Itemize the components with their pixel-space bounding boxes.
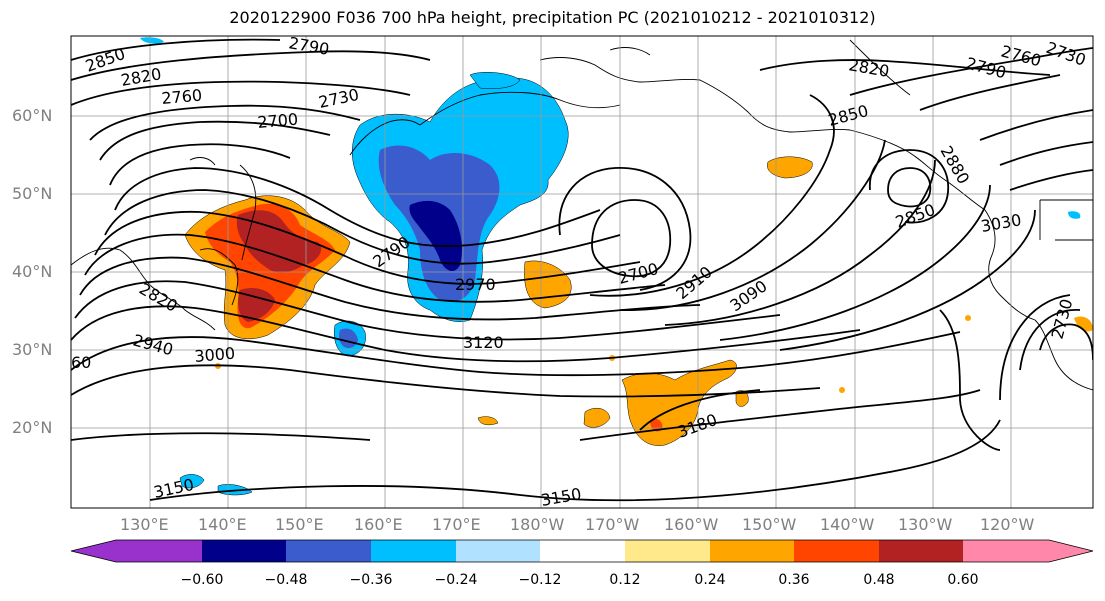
contour-labels: 2850 2820 2790 2760 2730 2700 2790 2970 … xyxy=(71,33,1088,510)
lat-label-50: 50°N xyxy=(12,184,53,203)
colorbar-tick: 0.36 xyxy=(778,572,810,588)
colorbar xyxy=(70,539,1094,563)
colorbar-extend-left xyxy=(71,540,116,562)
height-contours xyxy=(71,38,1093,502)
lon-label: 150°E xyxy=(275,515,324,534)
contour-label: 2790 xyxy=(287,33,330,59)
colorbar-tick: −0.36 xyxy=(349,572,393,588)
lon-label: 170°W xyxy=(585,515,640,534)
lat-label-60: 60°N xyxy=(12,106,53,125)
contour-label: 3000 xyxy=(194,344,236,366)
lon-label: 130°E xyxy=(120,515,169,534)
lon-label: 160°E xyxy=(354,515,403,534)
colorbar-tick: 0.12 xyxy=(609,572,641,588)
colorbar-tick: −0.12 xyxy=(518,572,562,588)
contour-label: 2970 xyxy=(455,275,496,294)
colorbar-tick: −0.60 xyxy=(180,572,224,588)
lon-label: 120°W xyxy=(980,515,1035,534)
colorbar-tick: −0.24 xyxy=(434,572,478,588)
lon-label: 140°W xyxy=(820,515,875,534)
contour-label: 2760 xyxy=(161,86,203,108)
colorbar-tick: 0.48 xyxy=(863,572,895,588)
lon-label: 140°E xyxy=(198,515,247,534)
lat-label-40: 40°N xyxy=(12,262,53,281)
lon-label: 130°W xyxy=(898,515,953,534)
lat-label-30: 30°N xyxy=(12,340,53,359)
map-title: 2020122900 F036 700 hPa height, precipit… xyxy=(229,8,876,27)
positive-anomaly-region xyxy=(184,156,1093,446)
lon-label: 150°W xyxy=(742,515,797,534)
lon-label: 170°E xyxy=(432,515,481,534)
lat-label-20: 20°N xyxy=(12,418,53,437)
contour-label: 2700 xyxy=(257,110,299,132)
contour-label: 3120 xyxy=(463,333,504,352)
lon-label: 180°W xyxy=(510,515,565,534)
colorbar-tick: −0.48 xyxy=(264,572,308,588)
colorbar-extend-right xyxy=(1049,540,1093,562)
map-frame xyxy=(70,35,1094,509)
contour-label: 60 xyxy=(71,353,91,372)
lon-label: 160°W xyxy=(664,515,719,534)
graticule xyxy=(71,36,1093,508)
contour-label: 3150 xyxy=(539,484,582,510)
colorbar-tick: 0.24 xyxy=(694,572,726,588)
colorbar-tick: 0.60 xyxy=(947,572,979,588)
